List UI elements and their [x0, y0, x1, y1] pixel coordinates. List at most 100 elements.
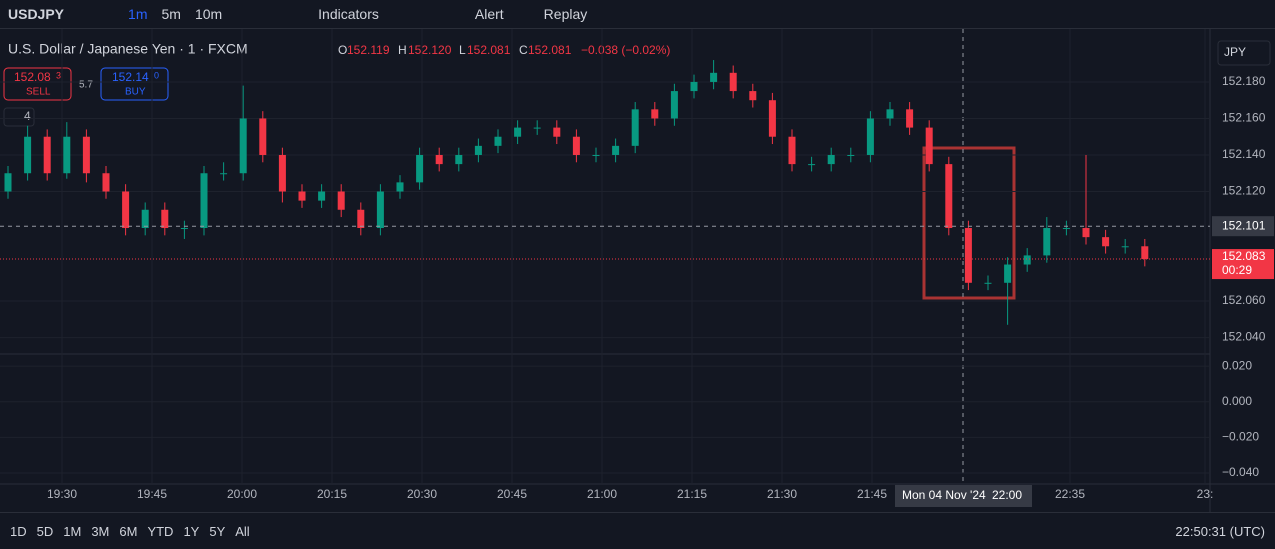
candle-body: [808, 164, 816, 166]
x-tick-label: 19:30: [47, 487, 77, 501]
sell-sup: 3: [56, 70, 61, 80]
crosshair-clock: 22:00: [992, 488, 1022, 502]
y-tick-label: 0.020: [1222, 358, 1252, 372]
candle-body: [592, 154, 600, 156]
candle-body: [278, 154, 286, 192]
candle-body: [318, 191, 326, 201]
range-button[interactable]: 1Y: [183, 523, 200, 539]
collapse-count: 4: [24, 109, 31, 123]
candle-body: [43, 136, 51, 174]
candle-body: [729, 72, 737, 92]
buy-price: 152.14: [112, 70, 149, 84]
currency: JPY: [1224, 45, 1246, 59]
range-button[interactable]: 5Y: [209, 523, 226, 539]
candle-body: [474, 145, 482, 155]
candle-body: [827, 154, 835, 165]
crosshair-time-bg: [895, 485, 1032, 507]
y-tick-label: 152.160: [1222, 111, 1266, 125]
x-tick-label: 21:00: [587, 487, 617, 501]
candle-body: [220, 173, 228, 175]
indicators[interactable]: Indicators: [318, 6, 379, 22]
range-button[interactable]: All: [235, 523, 250, 539]
x-tick-label: 23:: [1197, 487, 1214, 501]
candle-body: [1043, 228, 1051, 256]
candle-body: [690, 81, 698, 92]
candle-body: [788, 136, 796, 165]
candle-body: [141, 209, 149, 229]
last-price: 152.083: [1222, 249, 1266, 263]
y-tick-label: 152.140: [1222, 147, 1266, 161]
range-button[interactable]: YTD: [147, 523, 174, 539]
range-button[interactable]: 5D: [36, 523, 54, 539]
candle-body: [964, 228, 972, 283]
replay[interactable]: Replay: [543, 6, 588, 22]
sell-label: SELL: [26, 87, 51, 98]
alert[interactable]: Alert: [474, 6, 504, 22]
x-tick-label: 21:45: [857, 487, 887, 501]
candle-body: [1004, 264, 1012, 283]
candle-body: [435, 154, 443, 165]
candle-body: [82, 136, 90, 174]
candle-body: [710, 72, 718, 82]
buy-button[interactable]: [100, 67, 169, 101]
clock[interactable]: 22:50:31 (UTC): [1175, 523, 1265, 539]
candle-body: [455, 154, 463, 165]
y-tick-label: −0.040: [1222, 465, 1259, 479]
candle-body: [1062, 228, 1070, 230]
interval[interactable]: 5m: [161, 6, 181, 22]
ohlc-key: C: [519, 43, 528, 57]
candle-body: [4, 173, 12, 192]
buy-label: BUY: [125, 87, 146, 98]
candle-body: [651, 109, 659, 119]
candle-body: [514, 127, 522, 137]
y-tick-label: 0.000: [1222, 394, 1252, 408]
candle-body: [1121, 246, 1129, 248]
candle-body: [1141, 246, 1149, 260]
buy-sup: 0: [154, 70, 159, 80]
range-button[interactable]: 6M: [119, 523, 138, 539]
candle-body: [749, 91, 757, 101]
range-button[interactable]: 1D: [10, 523, 27, 539]
candle-body: [533, 127, 541, 129]
x-tick-label: 19:45: [137, 487, 167, 501]
crosshair-price: 152.101: [1222, 218, 1266, 232]
ohlc: 152.081: [467, 43, 511, 57]
x-tick-label: 22:35: [1055, 487, 1085, 501]
x-tick-label: 20:30: [407, 487, 437, 501]
x-tick-label: 20:00: [227, 487, 257, 501]
toolbar: USDJPY 1m 5m 10m Indicators Alert Replay: [0, 0, 1275, 29]
currency-button[interactable]: [1217, 40, 1271, 66]
legend-title: U.S. Dollar / Japanese Yen · 1 · FXCM: [8, 41, 248, 57]
candle-body: [102, 173, 110, 192]
candle-body: [886, 109, 894, 119]
candle-body: [984, 282, 992, 284]
crosshair-price-bg: [1212, 216, 1274, 237]
symbol[interactable]: USDJPY: [8, 6, 65, 22]
y-tick-label: −0.020: [1222, 430, 1259, 444]
highlight-box: [922, 146, 1016, 300]
chart: U.S. Dollar / Japanese Yen · 1 · FXCM O …: [0, 29, 1275, 512]
candle-body: [1082, 228, 1090, 238]
last-price-bg: [1212, 249, 1274, 280]
candle-body: [298, 191, 306, 201]
candle-body: [396, 182, 404, 192]
candle-body: [553, 127, 561, 137]
x-tick-label: 20:45: [497, 487, 527, 501]
sell-button[interactable]: [3, 67, 72, 101]
candle-body: [259, 118, 267, 155]
candle-body: [180, 228, 188, 230]
y-tick-label: 152.040: [1222, 330, 1266, 344]
ohlc: 152.120: [408, 43, 452, 57]
candle-body: [847, 154, 855, 156]
interval[interactable]: 10m: [194, 6, 223, 22]
candle-body: [63, 136, 71, 174]
ohlc-key: O: [338, 43, 347, 57]
range-button[interactable]: 1M: [63, 523, 82, 539]
interval[interactable]: 1m: [128, 6, 148, 22]
ohlc-key: L: [459, 43, 466, 57]
change: −0.038 (−0.02%): [581, 43, 670, 57]
range-button[interactable]: 3M: [91, 523, 110, 539]
collapse-button[interactable]: [3, 107, 35, 127]
candle-body: [768, 100, 776, 137]
